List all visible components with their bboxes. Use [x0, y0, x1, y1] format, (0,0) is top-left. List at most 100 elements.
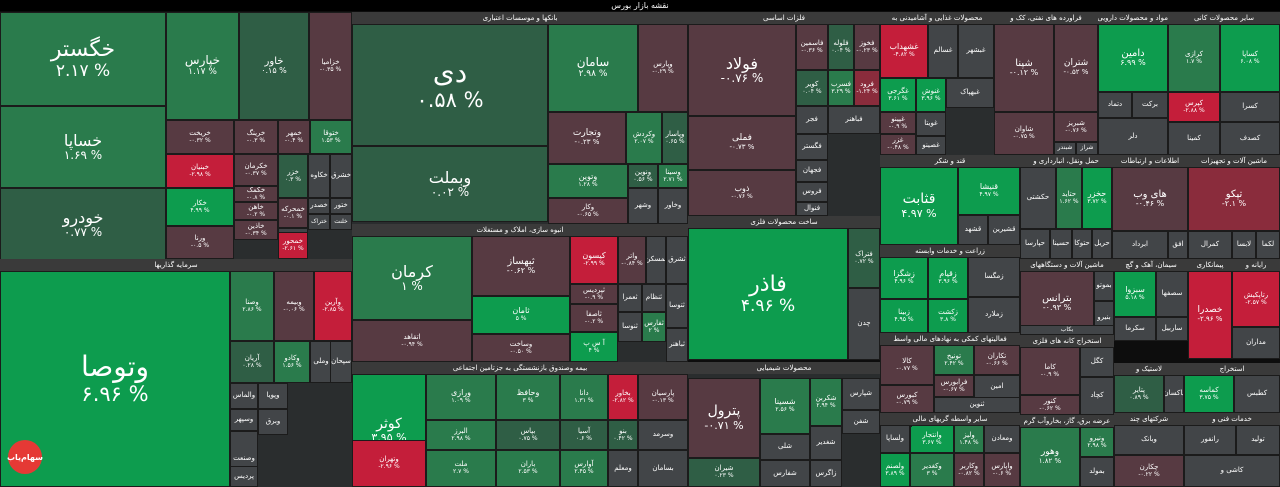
stock-tile[interactable]: فنوال: [796, 202, 828, 216]
stock-tile[interactable]: لکما: [1256, 231, 1280, 259]
stock-tile[interactable]: های وب -۰.۴۶ %: [1112, 167, 1188, 231]
stock-tile[interactable]: حپارسا: [1020, 229, 1050, 259]
stock-tile[interactable]: بنو ۰.۴۲ %: [608, 420, 638, 450]
stock-tile[interactable]: وبیمه -۰.۰۶ %: [274, 271, 314, 341]
stock-tile[interactable]: ومعادن: [984, 425, 1020, 453]
stock-tile[interactable]: کالا -۰.۷۷ %: [880, 345, 934, 385]
stock-tile[interactable]: ثنوسا: [618, 312, 642, 342]
stock-tile[interactable]: کبورس -۰.۷۹ %: [880, 385, 934, 413]
stock-tile[interactable]: کیسون -۲.۹۹ %: [570, 236, 618, 284]
stock-tile[interactable]: کاشی و: [1184, 455, 1280, 487]
stock-tile[interactable]: ساربیل: [1156, 317, 1188, 341]
stock-tile[interactable]: البرز ۲.۹۸ %: [426, 420, 496, 450]
stock-tile[interactable]: پاکسان: [1164, 375, 1184, 413]
stock-tile[interactable]: فولاد -۰.۷۶ %: [688, 24, 796, 116]
stock-tile[interactable]: خودرو ۰.۷۷ %: [0, 188, 166, 260]
stock-tile[interactable]: غشهداب -۴.۸۲ %: [880, 24, 928, 78]
stock-tile[interactable]: خمحرکه -۰.۱ %: [278, 198, 308, 228]
stock-tile[interactable]: حریل: [1092, 229, 1112, 259]
stock-tile[interactable]: مداران: [1232, 327, 1280, 359]
stock-tile[interactable]: بمولد: [1080, 457, 1114, 487]
stock-tile[interactable]: شراز: [1076, 142, 1098, 155]
stock-tile[interactable]: کطبس: [1234, 375, 1280, 413]
stock-tile[interactable]: ثتوسا: [666, 284, 688, 328]
stock-tile[interactable]: چدن: [848, 288, 880, 360]
stock-tile[interactable]: خریخت -۰.۳۲ %: [166, 120, 234, 154]
stock-tile[interactable]: کویر ۰.۰۴ %: [796, 70, 828, 106]
stock-tile[interactable]: آوارس ۲.۴۵ %: [560, 450, 608, 487]
stock-tile[interactable]: فملی -۰.۷۳ %: [688, 116, 796, 170]
stock-tile[interactable]: تولید: [1236, 425, 1280, 455]
stock-tile[interactable]: ذوب -۰.۷۶ %: [688, 170, 796, 216]
stock-tile[interactable]: ثفارس ۲ %: [642, 312, 666, 342]
stock-tile[interactable]: ثباهنر: [666, 328, 688, 362]
stock-tile[interactable]: شفن: [842, 410, 880, 434]
stock-tile[interactable]: غبهپاک: [946, 78, 994, 108]
stock-tile[interactable]: کاما -۰.۹ %: [1020, 347, 1080, 395]
stock-tile[interactable]: پردیس: [230, 466, 258, 487]
stock-tile[interactable]: کنور -۰.۶۲ %: [1020, 395, 1080, 415]
stock-tile[interactable]: غسالم: [928, 24, 958, 78]
stock-tile[interactable]: فاذر ۴.۹۶ %: [688, 228, 848, 360]
stock-tile[interactable]: تونیخ ۲.۴۲ %: [934, 345, 974, 375]
stock-tile[interactable]: شلی: [760, 434, 810, 460]
stock-tile[interactable]: خمهر -۰.۴ %: [278, 120, 310, 154]
stock-tile[interactable]: قشهد: [958, 215, 988, 245]
stock-tile[interactable]: شاوان -۰.۷۵ %: [994, 112, 1054, 155]
stock-tile[interactable]: فرود -۱.۲۴ %: [854, 70, 880, 106]
stock-tile[interactable]: وپویا: [258, 383, 288, 409]
stock-tile[interactable]: آسیا ۰.۶ %: [560, 420, 608, 450]
stock-tile[interactable]: ختراک: [308, 214, 330, 230]
stock-tile[interactable]: امین: [974, 375, 1020, 399]
stock-tile[interactable]: ثپردیس -۰.۹ %: [570, 284, 618, 304]
stock-tile[interactable]: خمحور -۲.۶۱ %: [278, 232, 308, 259]
stock-tile[interactable]: خرینگ -۰.۳ %: [234, 120, 278, 154]
stock-tile[interactable]: سصفها: [1156, 271, 1188, 317]
stock-tile[interactable]: خکرمان -۰.۳۷ %: [234, 154, 278, 186]
stock-tile[interactable]: وسپهر: [230, 409, 258, 431]
stock-tile[interactable]: باران ۲.۵۳ %: [496, 450, 560, 487]
stock-tile[interactable]: شپارس: [842, 378, 880, 410]
stock-tile[interactable]: واپارس -۰.۶ %: [984, 453, 1020, 487]
stock-tile[interactable]: فباهنر: [828, 106, 880, 134]
stock-tile[interactable]: ختور: [330, 198, 352, 214]
stock-tile[interactable]: خگستر ۲.۱۷ %: [0, 12, 166, 106]
stock-tile[interactable]: زکشت ۳.۸ %: [928, 299, 968, 333]
stock-tile[interactable]: خکار ۴.۹۹ %: [166, 188, 234, 226]
stock-tile[interactable]: تپکو -۲.۱ %: [1188, 167, 1280, 231]
stock-tile[interactable]: غویتا: [916, 112, 946, 136]
stock-tile[interactable]: شیران ۰.۲۳ %: [688, 458, 760, 487]
stock-tile[interactable]: سکرما: [1114, 317, 1156, 341]
stock-tile[interactable]: خاور ۰.۱۵ %: [239, 12, 309, 120]
stock-tile[interactable]: آریان ۰.۲۸ %: [230, 341, 274, 383]
stock-tile[interactable]: وبرق: [258, 409, 288, 435]
stock-tile[interactable]: فسرب ۳.۲۹ %: [828, 70, 854, 106]
stock-tile[interactable]: وکاربر -۰.۸۲ %: [954, 453, 984, 487]
stock-tile[interactable]: غبشهر: [958, 24, 994, 78]
stock-tile[interactable]: غگرجی ۳.۶۱ %: [880, 78, 916, 112]
stock-tile[interactable]: کرمان ۱ %: [352, 236, 472, 320]
stock-tile[interactable]: خکاوه: [308, 154, 330, 198]
stock-tile[interactable]: ثنوین: [934, 397, 1020, 413]
stock-tile[interactable]: رانفور: [1184, 425, 1236, 455]
stock-tile[interactable]: سبزوا ۵.۱۸ %: [1114, 271, 1156, 317]
stock-tile[interactable]: کصدف: [1220, 122, 1280, 155]
stock-tile[interactable]: حتاید ۱.۶۲ %: [1056, 167, 1082, 229]
stock-tile[interactable]: وکردش ۲.۰۷ %: [626, 112, 662, 164]
stock-tile[interactable]: زبینا ۴.۹۵ %: [880, 299, 928, 333]
stock-tile[interactable]: خپارس ۱.۱۷ %: [166, 12, 239, 120]
stock-tile[interactable]: زملارد: [968, 297, 1020, 333]
stock-tile[interactable]: دلر: [1098, 118, 1168, 155]
stock-tile[interactable]: واتر -۰.۸۴ %: [618, 236, 646, 284]
stock-tile[interactable]: فلوله ۰.۰۴ %: [828, 24, 854, 70]
stock-tile[interactable]: بکاب: [1020, 325, 1114, 335]
stock-tile[interactable]: کگل: [1080, 347, 1114, 377]
stock-tile[interactable]: ثشرق: [666, 236, 688, 284]
stock-tile[interactable]: شکربن ۲.۹۴ %: [810, 378, 842, 426]
stock-tile[interactable]: ونیرو ۲.۹۸ %: [1080, 427, 1114, 457]
stock-tile[interactable]: ونوین ۰.۵۶ %: [628, 164, 658, 188]
stock-tile[interactable]: ورنا -۰.۵ %: [166, 226, 234, 259]
stock-tile[interactable]: ثنظام: [642, 284, 666, 312]
stock-tile[interactable]: خاذین -۰.۳۴ %: [234, 220, 278, 240]
